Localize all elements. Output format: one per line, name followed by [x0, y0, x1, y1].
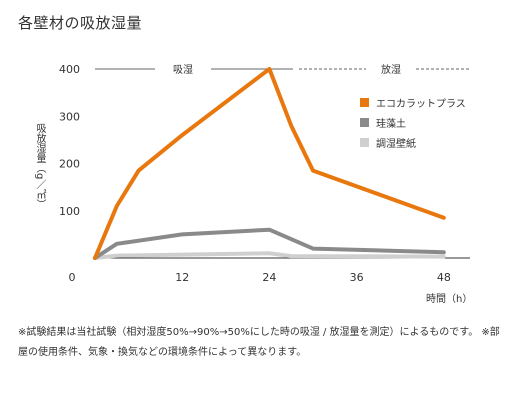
- legend-item-humidity-wallpaper: 調湿壁紙: [360, 132, 500, 152]
- x-tick-label: 12: [175, 271, 189, 284]
- y-axis-label: 吸放湿量（g／㎡）: [34, 123, 45, 210]
- chart-area: 吸湿 放湿 100 200 300 400 0 12 24 36 48: [59, 63, 470, 284]
- absorb-phase-label: 吸湿: [173, 64, 193, 76]
- legend-item-ecocarat: エコカラットプラス: [360, 92, 500, 112]
- x-tick-label: 0: [69, 271, 76, 284]
- y-tick-label: 400: [59, 63, 80, 76]
- legend-item-diatomite: 珪藻土: [360, 112, 500, 132]
- y-tick-label: 300: [59, 110, 80, 123]
- legend-swatch-diatomite: [360, 117, 369, 127]
- chart-title: 各壁材の吸放湿量: [18, 14, 143, 32]
- footnote: ※試験結果は当社試験（相対湿度50%→90%→50%にした時の吸湿 / 放湿量を…: [18, 327, 500, 358]
- x-tick-label: 48: [437, 271, 451, 284]
- legend-label-diatomite: 珪藻土: [376, 118, 406, 130]
- phase-indicator: 吸湿 放湿: [95, 63, 470, 76]
- y-tick-label: 100: [59, 205, 80, 218]
- legend: エコカラットプラス 珪藻土 調湿壁紙: [360, 92, 500, 152]
- series-lines: [93, 67, 446, 260]
- series-line-1: [93, 227, 446, 260]
- x-axis-ticks: 0 12 24 36 48: [69, 271, 451, 284]
- legend-label-ecocarat: エコカラットプラス: [376, 98, 466, 110]
- legend-swatch-humidity-wallpaper: [360, 137, 369, 147]
- x-tick-label: 36: [350, 271, 364, 284]
- x-axis-label: 時間（h）: [426, 294, 473, 305]
- y-axis-ticks: 100 200 300 400: [59, 63, 80, 218]
- legend-label-humidity-wallpaper: 調湿壁紙: [376, 138, 416, 150]
- release-phase-label: 放湿: [381, 63, 401, 76]
- series-line-0: [93, 67, 446, 260]
- y-tick-label: 200: [59, 158, 80, 171]
- series-line-2: [93, 251, 446, 260]
- legend-swatch-ecocarat: [360, 97, 369, 107]
- x-tick-label: 24: [262, 271, 276, 284]
